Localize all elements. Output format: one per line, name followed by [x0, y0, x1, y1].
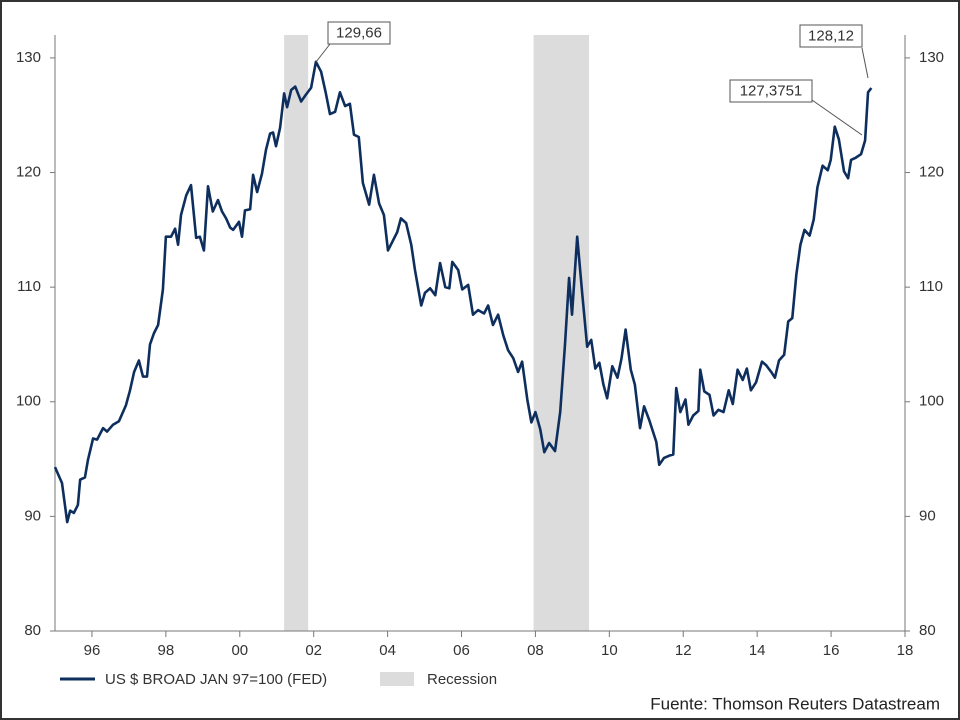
- annotation-box: [327, 21, 391, 45]
- x-tick-label: 00: [231, 642, 248, 659]
- annotation-pointer: [861, 47, 869, 79]
- y-tick-label: 110: [17, 278, 41, 295]
- legend-label: Recession: [427, 671, 497, 688]
- y-tick-label: 90: [24, 507, 41, 524]
- x-tick-label: 10: [601, 642, 618, 659]
- x-tick-label: 04: [379, 642, 396, 659]
- annotation-box: [799, 24, 863, 48]
- series-line: [53, 60, 873, 524]
- y2-tick-label: 130: [919, 49, 944, 66]
- y2-tick-label: 80: [919, 622, 936, 639]
- annotation-pointer: [315, 43, 331, 63]
- y2-tick-label: 110: [919, 278, 943, 295]
- x-tick-label: 18: [897, 642, 914, 659]
- recession-band: [533, 35, 590, 631]
- recession-band: [284, 35, 309, 631]
- annotation-label: 127,3751: [740, 82, 803, 99]
- y2-tick-label: 120: [919, 164, 944, 181]
- x-tick-label: 16: [823, 642, 840, 659]
- legend-label: US $ BROAD JAN 97=100 (FED): [105, 671, 327, 688]
- x-tick-label: 08: [527, 642, 544, 659]
- x-tick-label: 96: [84, 642, 101, 659]
- x-tick-label: 06: [453, 642, 470, 659]
- annotation-label: 128,12: [808, 27, 854, 44]
- x-tick-label: 14: [749, 642, 766, 659]
- source: Fuente: Thomson Reuters Datastream: [650, 694, 940, 713]
- x-tick-label: 12: [675, 642, 692, 659]
- annotation-label: 129,66: [336, 24, 382, 41]
- y-tick-label: 80: [24, 622, 41, 639]
- y-tick-label: 100: [16, 393, 41, 410]
- x-tick-label: 02: [305, 642, 322, 659]
- y-tick-label: 130: [16, 49, 41, 66]
- y2-tick-label: 100: [919, 393, 944, 410]
- y2-tick-label: 90: [919, 507, 936, 524]
- annotation-box: [729, 79, 813, 103]
- y-tick-label: 120: [16, 164, 41, 181]
- legend-swatch: [380, 672, 414, 686]
- x-tick-label: 98: [158, 642, 175, 659]
- annotation-pointer: [811, 99, 863, 136]
